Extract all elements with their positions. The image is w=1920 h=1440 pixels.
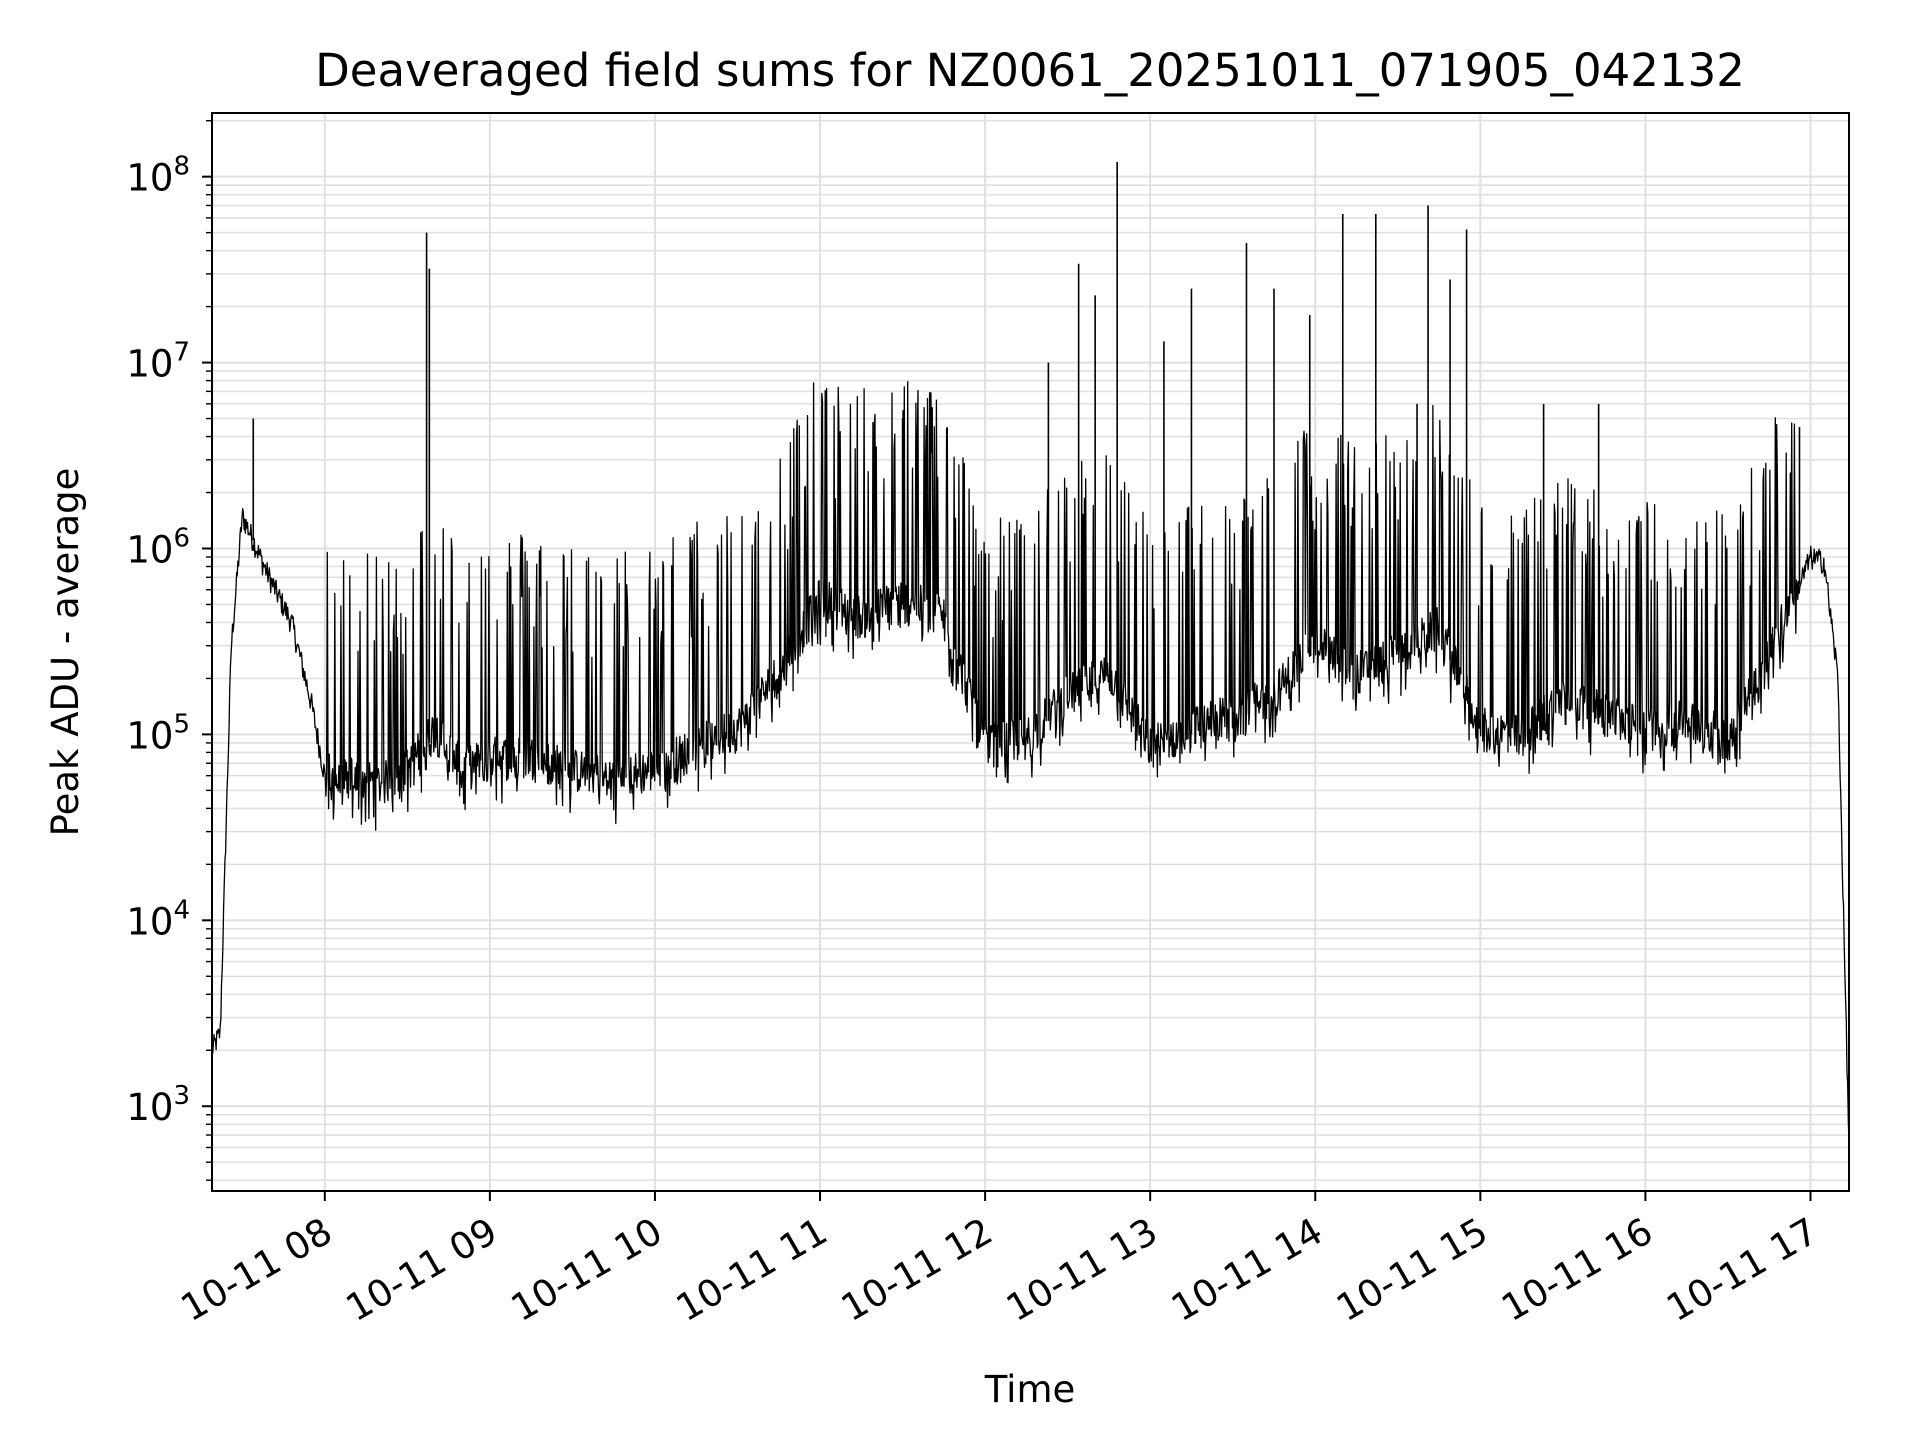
y-tick-label: 105 [126, 709, 190, 757]
y-tick-label-base: 10 [126, 1086, 173, 1129]
y-tick-label: 108 [126, 152, 190, 200]
y-tick-label-base: 10 [126, 343, 173, 386]
y-tick-label-exponent: 3 [173, 1081, 190, 1111]
series-line [211, 381, 1850, 1148]
y-tick-label-exponent: 5 [173, 709, 190, 739]
y-tick-label-base: 10 [126, 714, 173, 757]
y-tick-label: 106 [126, 523, 190, 571]
y-tick-label-base: 10 [126, 157, 173, 200]
y-tick-label: 107 [126, 338, 190, 386]
data-layer [211, 161, 1850, 1148]
y-tick-label-base: 10 [126, 528, 173, 571]
y-tick-label-exponent: 8 [173, 152, 190, 182]
grid-layer [212, 113, 1849, 1191]
y-tick-label: 104 [126, 895, 190, 943]
y-axis-label: Peak ADU - average [44, 468, 87, 837]
y-tick-label: 103 [126, 1081, 190, 1129]
y-tick-label-exponent: 6 [173, 523, 190, 553]
y-tick-label-exponent: 7 [173, 338, 190, 368]
chart-title: Deaveraged field sums for NZ0061_2025101… [315, 44, 1745, 97]
x-axis-label: Time [984, 1368, 1076, 1411]
y-tick-label-base: 10 [126, 900, 173, 943]
y-tick-label-exponent: 4 [173, 895, 190, 925]
plot-frame [211, 112, 1850, 1192]
